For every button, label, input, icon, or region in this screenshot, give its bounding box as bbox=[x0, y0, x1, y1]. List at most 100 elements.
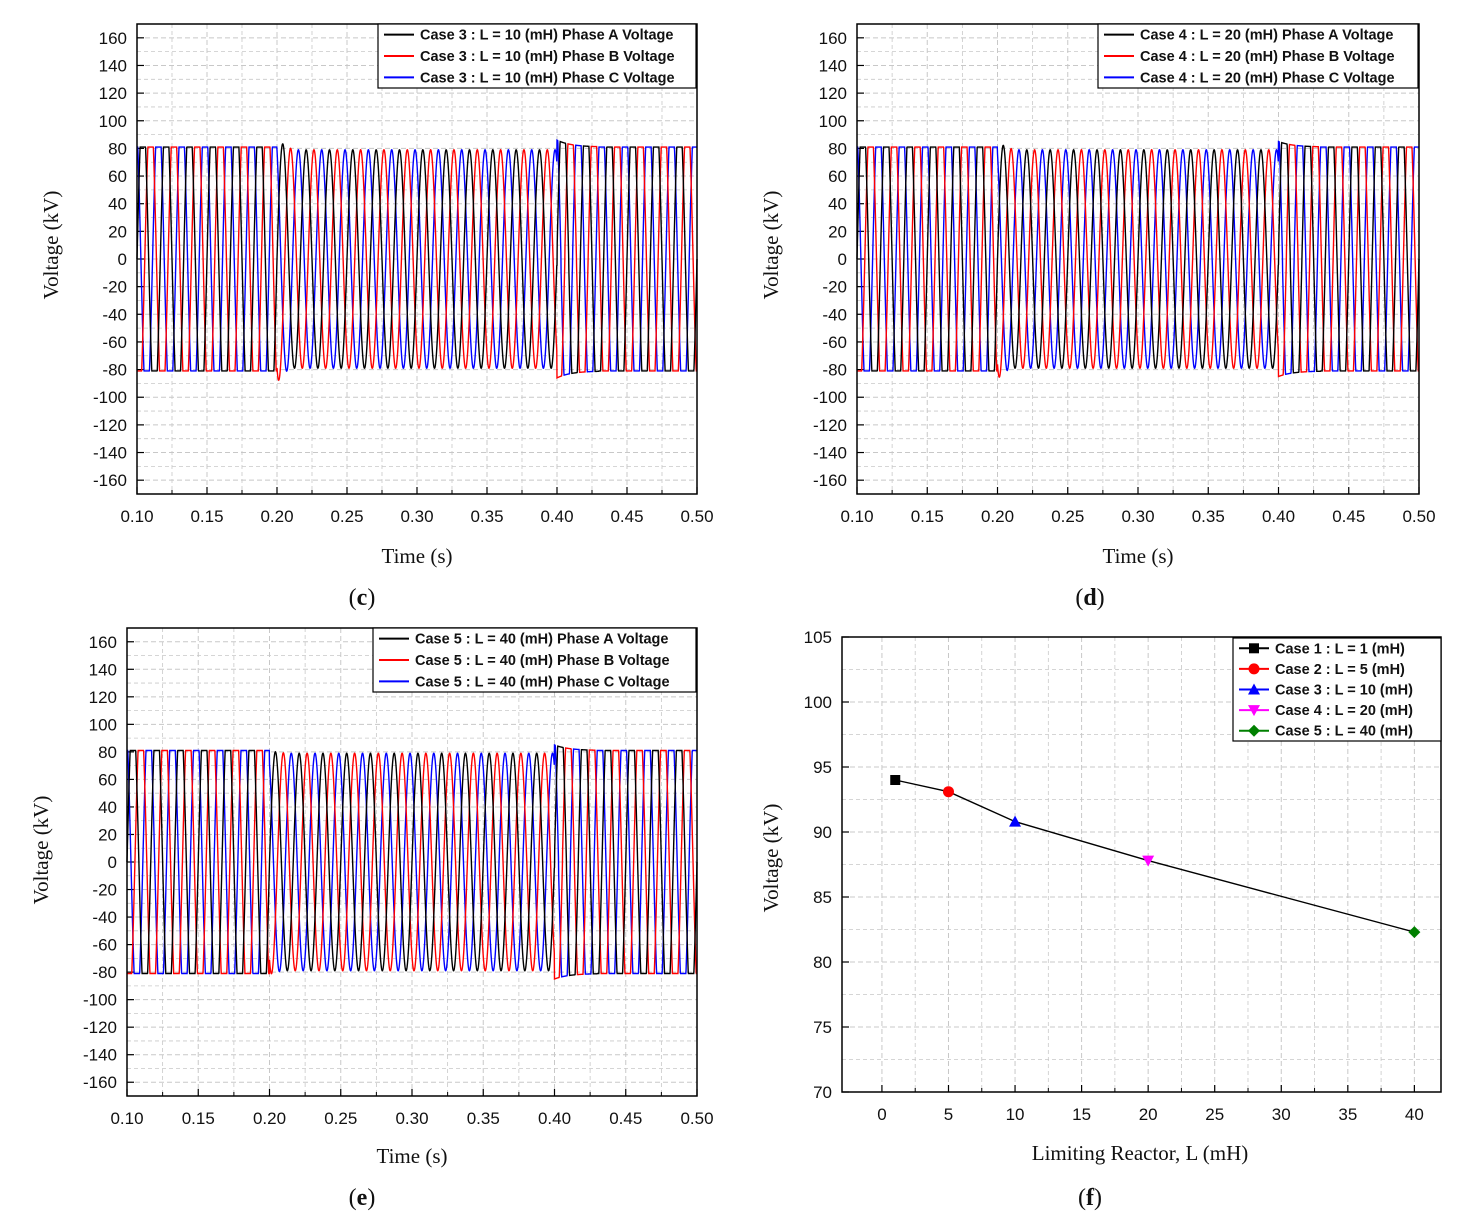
y-tick-label: -140 bbox=[93, 444, 127, 463]
marker-square bbox=[1249, 643, 1259, 654]
y-tick-label: 80 bbox=[813, 953, 832, 972]
panel-caption: (d) bbox=[1075, 585, 1104, 611]
plot-frame bbox=[841, 636, 1442, 1093]
x-tick-label: 0.50 bbox=[1402, 507, 1435, 526]
x-tick-label: 0.20 bbox=[253, 1109, 286, 1128]
y-tick-label: 140 bbox=[89, 660, 117, 679]
y-tick-label: 120 bbox=[99, 84, 127, 103]
x-tick-label: 30 bbox=[1272, 1105, 1291, 1124]
marker-diamond bbox=[1408, 926, 1421, 939]
x-tick-label: 0.15 bbox=[182, 1109, 215, 1128]
y-tick-label: 60 bbox=[98, 770, 117, 789]
y-tick-label: 100 bbox=[99, 112, 127, 131]
panel-caption: (e) bbox=[349, 1185, 376, 1211]
x-tick-label: 0.10 bbox=[110, 1109, 143, 1128]
y-tick-label: -40 bbox=[102, 305, 127, 324]
y-tick-label: 160 bbox=[89, 633, 117, 652]
x-tick-label: 0.45 bbox=[609, 1109, 642, 1128]
y-tick-label: -60 bbox=[92, 936, 117, 955]
caption-close: ) bbox=[367, 585, 375, 611]
series-line-phase-b bbox=[127, 747, 698, 980]
marker-circle bbox=[942, 786, 954, 798]
x-tick-label: 0.45 bbox=[610, 507, 643, 526]
y-tick-label: -160 bbox=[813, 471, 847, 490]
marker-circle bbox=[1248, 663, 1260, 675]
marker-triangle-down bbox=[1248, 705, 1260, 717]
x-tick-label: 0.35 bbox=[1192, 507, 1225, 526]
legend-entry: Case 4 : L = 20 (mH) Phase C Voltage bbox=[1140, 70, 1395, 86]
legend-entry: Case 3 : L = 10 (mH) Phase C Voltage bbox=[420, 70, 675, 86]
chart-panel-f: 0 5 10 15 20 25 30 35 40 105 100 95 90 85 80 75 70 Limiti… bbox=[759, 628, 1442, 1211]
series-line-phase-b bbox=[137, 143, 698, 382]
y-tick-label: 40 bbox=[108, 195, 127, 214]
y-axis-label: Voltage (kV) bbox=[759, 804, 783, 913]
x-axis-label: Time (s) bbox=[377, 1144, 448, 1168]
x-tick-label: 0.40 bbox=[1262, 507, 1295, 526]
x-tick-label: 0.20 bbox=[981, 507, 1014, 526]
x-tick-label: 35 bbox=[1338, 1105, 1357, 1124]
y-axis-label: Voltage (kV) bbox=[29, 796, 53, 905]
series-line-phase-b bbox=[857, 143, 1420, 379]
x-tick-label: 0.10 bbox=[120, 507, 153, 526]
y-tick-label: -140 bbox=[83, 1046, 117, 1065]
y-tick-label: -120 bbox=[83, 1018, 117, 1037]
caption-open: ( bbox=[1078, 1185, 1086, 1211]
x-tick-label: 0 bbox=[877, 1105, 886, 1124]
y-tick-label: 100 bbox=[89, 715, 117, 734]
legend-entry: Case 4 : L = 20 (mH) Phase B Voltage bbox=[1140, 49, 1395, 65]
marker-triangle-down bbox=[1142, 855, 1155, 867]
legend-entry: Case 5 : L = 40 (mH) bbox=[1275, 724, 1413, 740]
caption-letter: c bbox=[357, 585, 368, 611]
marker-square bbox=[890, 775, 901, 785]
x-axis-label: Limiting Reactor, L (mH) bbox=[1032, 1141, 1249, 1165]
y-tick-label: -80 bbox=[92, 963, 117, 982]
y-tick-label: -160 bbox=[83, 1073, 117, 1092]
x-tick-label: 0.25 bbox=[1051, 507, 1084, 526]
x-tick-label: 0.15 bbox=[190, 507, 223, 526]
series-line-phase-a bbox=[126, 745, 698, 977]
y-tick-label: 40 bbox=[98, 798, 117, 817]
series-line-phase-a bbox=[136, 140, 698, 375]
y-tick-label: -120 bbox=[93, 416, 127, 435]
y-tick-label: -40 bbox=[92, 908, 117, 927]
x-tick-label: 25 bbox=[1205, 1105, 1224, 1124]
y-tick-label: -100 bbox=[93, 388, 127, 407]
x-tick-label: 0.50 bbox=[680, 1109, 713, 1128]
x-tick-label: 15 bbox=[1072, 1105, 1091, 1124]
legend-entry: Case 1 : L = 1 (mH) bbox=[1275, 641, 1405, 657]
legend-entry: Case 4 : L = 20 (mH) bbox=[1275, 703, 1413, 719]
y-tick-label: 140 bbox=[99, 56, 127, 75]
x-axis-label: Time (s) bbox=[382, 544, 453, 568]
x-tick-label: 0.40 bbox=[540, 507, 573, 526]
y-tick-label: 0 bbox=[838, 250, 847, 269]
y-tick-label: 20 bbox=[828, 222, 847, 241]
x-tick-label: 0.30 bbox=[395, 1109, 428, 1128]
y-tick-label: 80 bbox=[108, 139, 127, 158]
y-tick-label: 160 bbox=[99, 29, 127, 48]
x-tick-label: 0.30 bbox=[400, 507, 433, 526]
y-tick-label: 20 bbox=[108, 222, 127, 241]
x-tick-label: 0.50 bbox=[680, 507, 713, 526]
y-tick-label: -20 bbox=[822, 278, 847, 297]
y-tick-label: 0 bbox=[118, 250, 127, 269]
legend-entry: Case 5 : L = 40 (mH) Phase C Voltage bbox=[415, 674, 670, 690]
series-line-phase-c bbox=[856, 140, 1419, 376]
legend-entry: Case 4 : L = 20 (mH) Phase A Voltage bbox=[1140, 28, 1393, 44]
y-tick-label: -60 bbox=[822, 333, 847, 352]
x-tick-label: 0.20 bbox=[260, 507, 293, 526]
y-tick-label: 160 bbox=[819, 29, 847, 48]
x-tick-label: 0.35 bbox=[467, 1109, 500, 1128]
chart-panel-d: 0.10 0.15 0.20 0.25 0.30 0.35 0.40 0.45 0.50 160 1… bbox=[759, 23, 1436, 611]
y-tick-label: 80 bbox=[98, 743, 117, 762]
marker-triangle-up bbox=[1009, 815, 1022, 827]
legend-box bbox=[377, 23, 697, 89]
y-tick-label: 80 bbox=[828, 139, 847, 158]
y-tick-label: -100 bbox=[83, 991, 117, 1010]
x-tick-label: 0.40 bbox=[538, 1109, 571, 1128]
plot-area bbox=[136, 139, 698, 382]
x-tick-label: 0.25 bbox=[324, 1109, 357, 1128]
caption-close: ) bbox=[367, 1185, 375, 1211]
y-axis-label: Voltage (kV) bbox=[759, 191, 783, 300]
y-tick-label: 20 bbox=[98, 825, 117, 844]
caption-close: ) bbox=[1097, 585, 1105, 611]
